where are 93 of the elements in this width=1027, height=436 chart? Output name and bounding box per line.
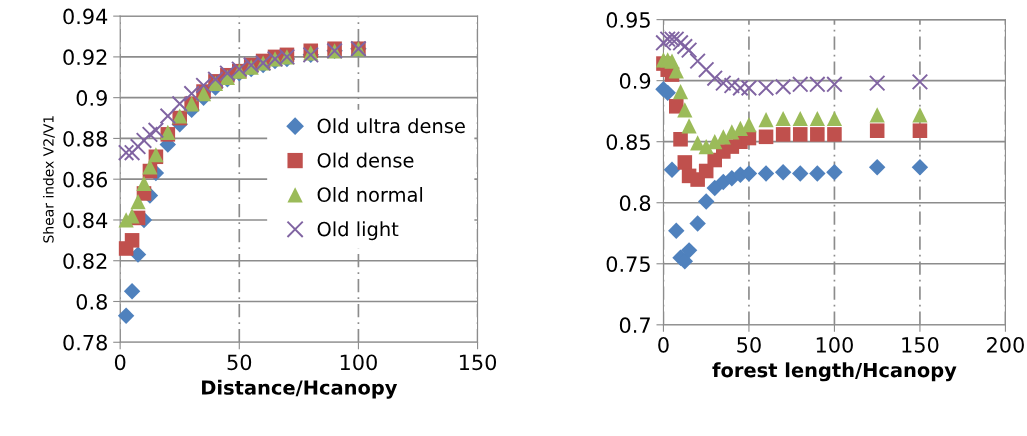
point [911, 73, 929, 91]
point [741, 117, 757, 133]
x-tick-label: 0 [114, 354, 126, 371]
point [672, 84, 689, 100]
point [141, 126, 159, 143]
point [774, 164, 792, 181]
point [676, 38, 694, 55]
point [124, 233, 140, 248]
x-tick-label: 50 [227, 354, 252, 371]
x-tick-label: 0 [658, 336, 669, 353]
point [680, 242, 698, 259]
point [911, 159, 929, 176]
y-tick-label: 0.85 [606, 134, 650, 150]
point [677, 155, 693, 170]
point [792, 110, 808, 127]
y-tick-label: 0.94 [63, 8, 108, 25]
y-tick-label: 0.75 [606, 256, 650, 272]
y-tick-label: 0.78 [63, 334, 107, 351]
y-tick-label: 0.86 [63, 171, 108, 188]
point [827, 127, 842, 142]
point [159, 107, 177, 125]
legend-label: Old ultra dense [317, 118, 465, 134]
point [869, 123, 885, 138]
point [792, 127, 808, 142]
y-tick-label: 0.9 [76, 90, 107, 106]
point [868, 74, 886, 92]
point [673, 131, 688, 147]
point [912, 123, 928, 138]
point [715, 74, 732, 92]
x-tick-label: 50 [737, 336, 761, 353]
point [912, 107, 928, 123]
y-tick-label: 0.95 [606, 12, 650, 28]
point [668, 222, 685, 240]
point [757, 165, 775, 182]
point [869, 107, 885, 123]
point [698, 138, 714, 155]
point [171, 95, 188, 113]
legend-label: Old dense [317, 152, 414, 168]
point [706, 69, 723, 87]
x-tick-label: 150 [902, 336, 939, 353]
point [677, 102, 693, 118]
point [183, 85, 200, 102]
point [147, 122, 165, 139]
point [123, 144, 141, 161]
y-tick-label: 0.88 [63, 130, 107, 147]
y-tick-label: 0.8 [619, 195, 651, 211]
point [810, 127, 825, 142]
y-tick-label: 0.84 [63, 212, 108, 229]
point [706, 179, 723, 197]
legend-label: Old light [317, 221, 399, 241]
y-tick-label: 0.82 [63, 253, 107, 269]
point [758, 129, 774, 145]
x-tick-label: 100 [816, 336, 853, 353]
point [676, 253, 694, 270]
point [117, 144, 135, 161]
point [681, 118, 697, 134]
x-axis-title: Distance/Hcanopy [202, 379, 398, 399]
y-tick-label: 0.7 [619, 317, 650, 334]
point [809, 165, 826, 182]
point [792, 165, 809, 182]
point [697, 193, 715, 210]
x-tick-label: 100 [340, 354, 377, 371]
point [697, 61, 715, 78]
point [135, 132, 153, 149]
point [758, 112, 774, 128]
point [195, 77, 212, 94]
point [689, 52, 706, 70]
point [123, 283, 141, 300]
y-tick-label: 0.92 [63, 49, 107, 66]
point [732, 79, 749, 97]
x-tick-label: 150 [459, 354, 497, 371]
point [129, 138, 147, 155]
y-tick-label: 0.9 [619, 73, 651, 89]
y-axis-title: Shear index V2/V1 [42, 116, 55, 243]
point [868, 159, 886, 176]
point [663, 30, 681, 48]
point [117, 307, 135, 324]
point [659, 30, 676, 48]
x-axis-title: forest length/Hcanopy [712, 362, 957, 382]
point [689, 215, 706, 232]
x-tick-label: 200 [987, 336, 1024, 353]
point [142, 159, 158, 175]
legend-label: Old normal [317, 186, 423, 203]
point [826, 164, 843, 181]
y-tick-label: 0.8 [76, 293, 107, 310]
point [663, 161, 681, 178]
point [809, 110, 825, 127]
point [680, 41, 698, 59]
point [136, 175, 152, 191]
point [826, 110, 843, 127]
point [775, 110, 791, 127]
point [775, 127, 791, 142]
point [130, 194, 146, 210]
